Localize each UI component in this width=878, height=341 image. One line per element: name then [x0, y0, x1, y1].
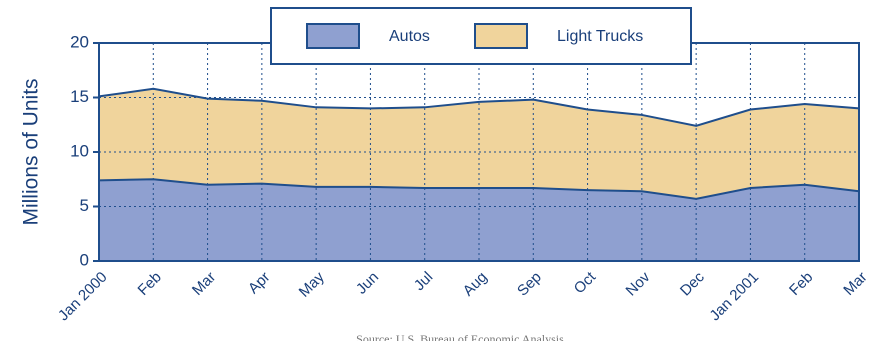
area-fill [99, 179, 859, 261]
x-tick-label: Dec [677, 268, 708, 299]
area-outline [98, 87, 860, 127]
source-note: Source: U.S. Bureau of Economic Analysis [356, 332, 564, 341]
x-tick-label: Nov [623, 268, 654, 299]
y-axis-label: Millions of Units [20, 78, 43, 225]
y-tick-label: 0 [80, 250, 89, 269]
x-tick-label: Jul [411, 269, 437, 295]
x-tick-label: Sep [514, 269, 545, 300]
x-tick-label: Aug [460, 269, 491, 300]
y-tick-label: 15 [70, 87, 89, 106]
x-tick-label: Oct [571, 268, 600, 297]
x-tick-label: Feb [786, 269, 816, 299]
x-tick-label: Mar [840, 269, 870, 299]
y-tick-label: 20 [70, 32, 89, 51]
x-tick-label: May [296, 268, 328, 300]
y-tick-label: 10 [70, 141, 89, 160]
x-tick-label: Apr [245, 269, 274, 298]
legend-label: Autos [389, 28, 430, 45]
x-tick-label: Jun [353, 269, 382, 298]
x-tick-label: Jan 2001 [706, 269, 762, 325]
area-outline [98, 178, 860, 200]
x-tick-label: Jan 2000 [55, 269, 111, 325]
x-tick-label: Feb [135, 269, 165, 299]
legend-swatch [306, 23, 360, 49]
y-tick-label: 5 [80, 196, 89, 215]
legend-label: Light Trucks [557, 28, 643, 45]
x-tick-label: Mar [189, 269, 219, 299]
legend-swatch [474, 23, 528, 49]
